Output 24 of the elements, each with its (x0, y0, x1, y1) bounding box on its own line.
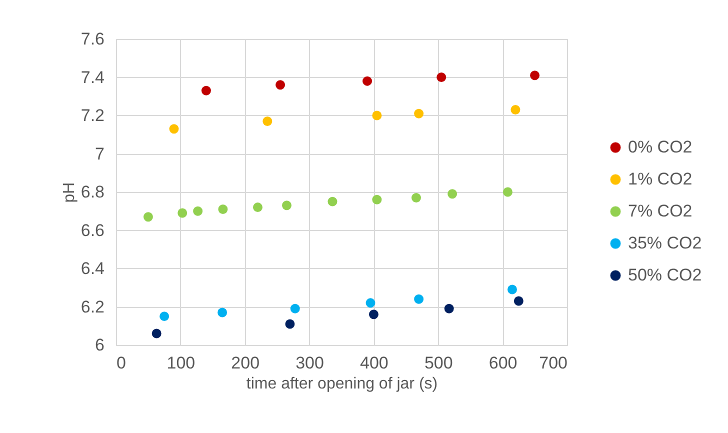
y-tick-label: 6 (95, 336, 104, 354)
y-tick-label: 6.2 (80, 297, 104, 316)
legend-label: 50% CO2 (628, 266, 702, 284)
legend-label: 35% CO2 (628, 234, 702, 252)
x-tick-label: 100 (166, 354, 196, 372)
legend-label: 7% CO2 (628, 202, 692, 220)
x-tick-label: 500 (424, 354, 453, 372)
x-tick-label: 600 (488, 354, 518, 372)
legend-label: 1% CO2 (628, 170, 692, 188)
y-tick-label: 7.2 (80, 106, 104, 125)
y-axis-title: pH (60, 182, 78, 203)
x-tick-label: 300 (296, 354, 324, 372)
legend-label: 0% CO2 (628, 138, 692, 156)
y-tick-label: 6.6 (80, 220, 104, 240)
x-tick-label: 700 (539, 354, 568, 372)
x-tick-label: 0 (116, 354, 126, 372)
y-tick-label: 7 (95, 144, 104, 164)
x-tick-label: 200 (231, 354, 260, 372)
y-tick-label: 6.8 (80, 182, 104, 202)
y-tick-label: 6.4 (80, 259, 104, 278)
x-tick-label: 400 (360, 354, 388, 372)
y-tick-label: 7.4 (80, 68, 104, 87)
y-tick-label: 7.6 (80, 30, 104, 48)
x-axis-title: time after opening of jar (s) (246, 376, 438, 392)
